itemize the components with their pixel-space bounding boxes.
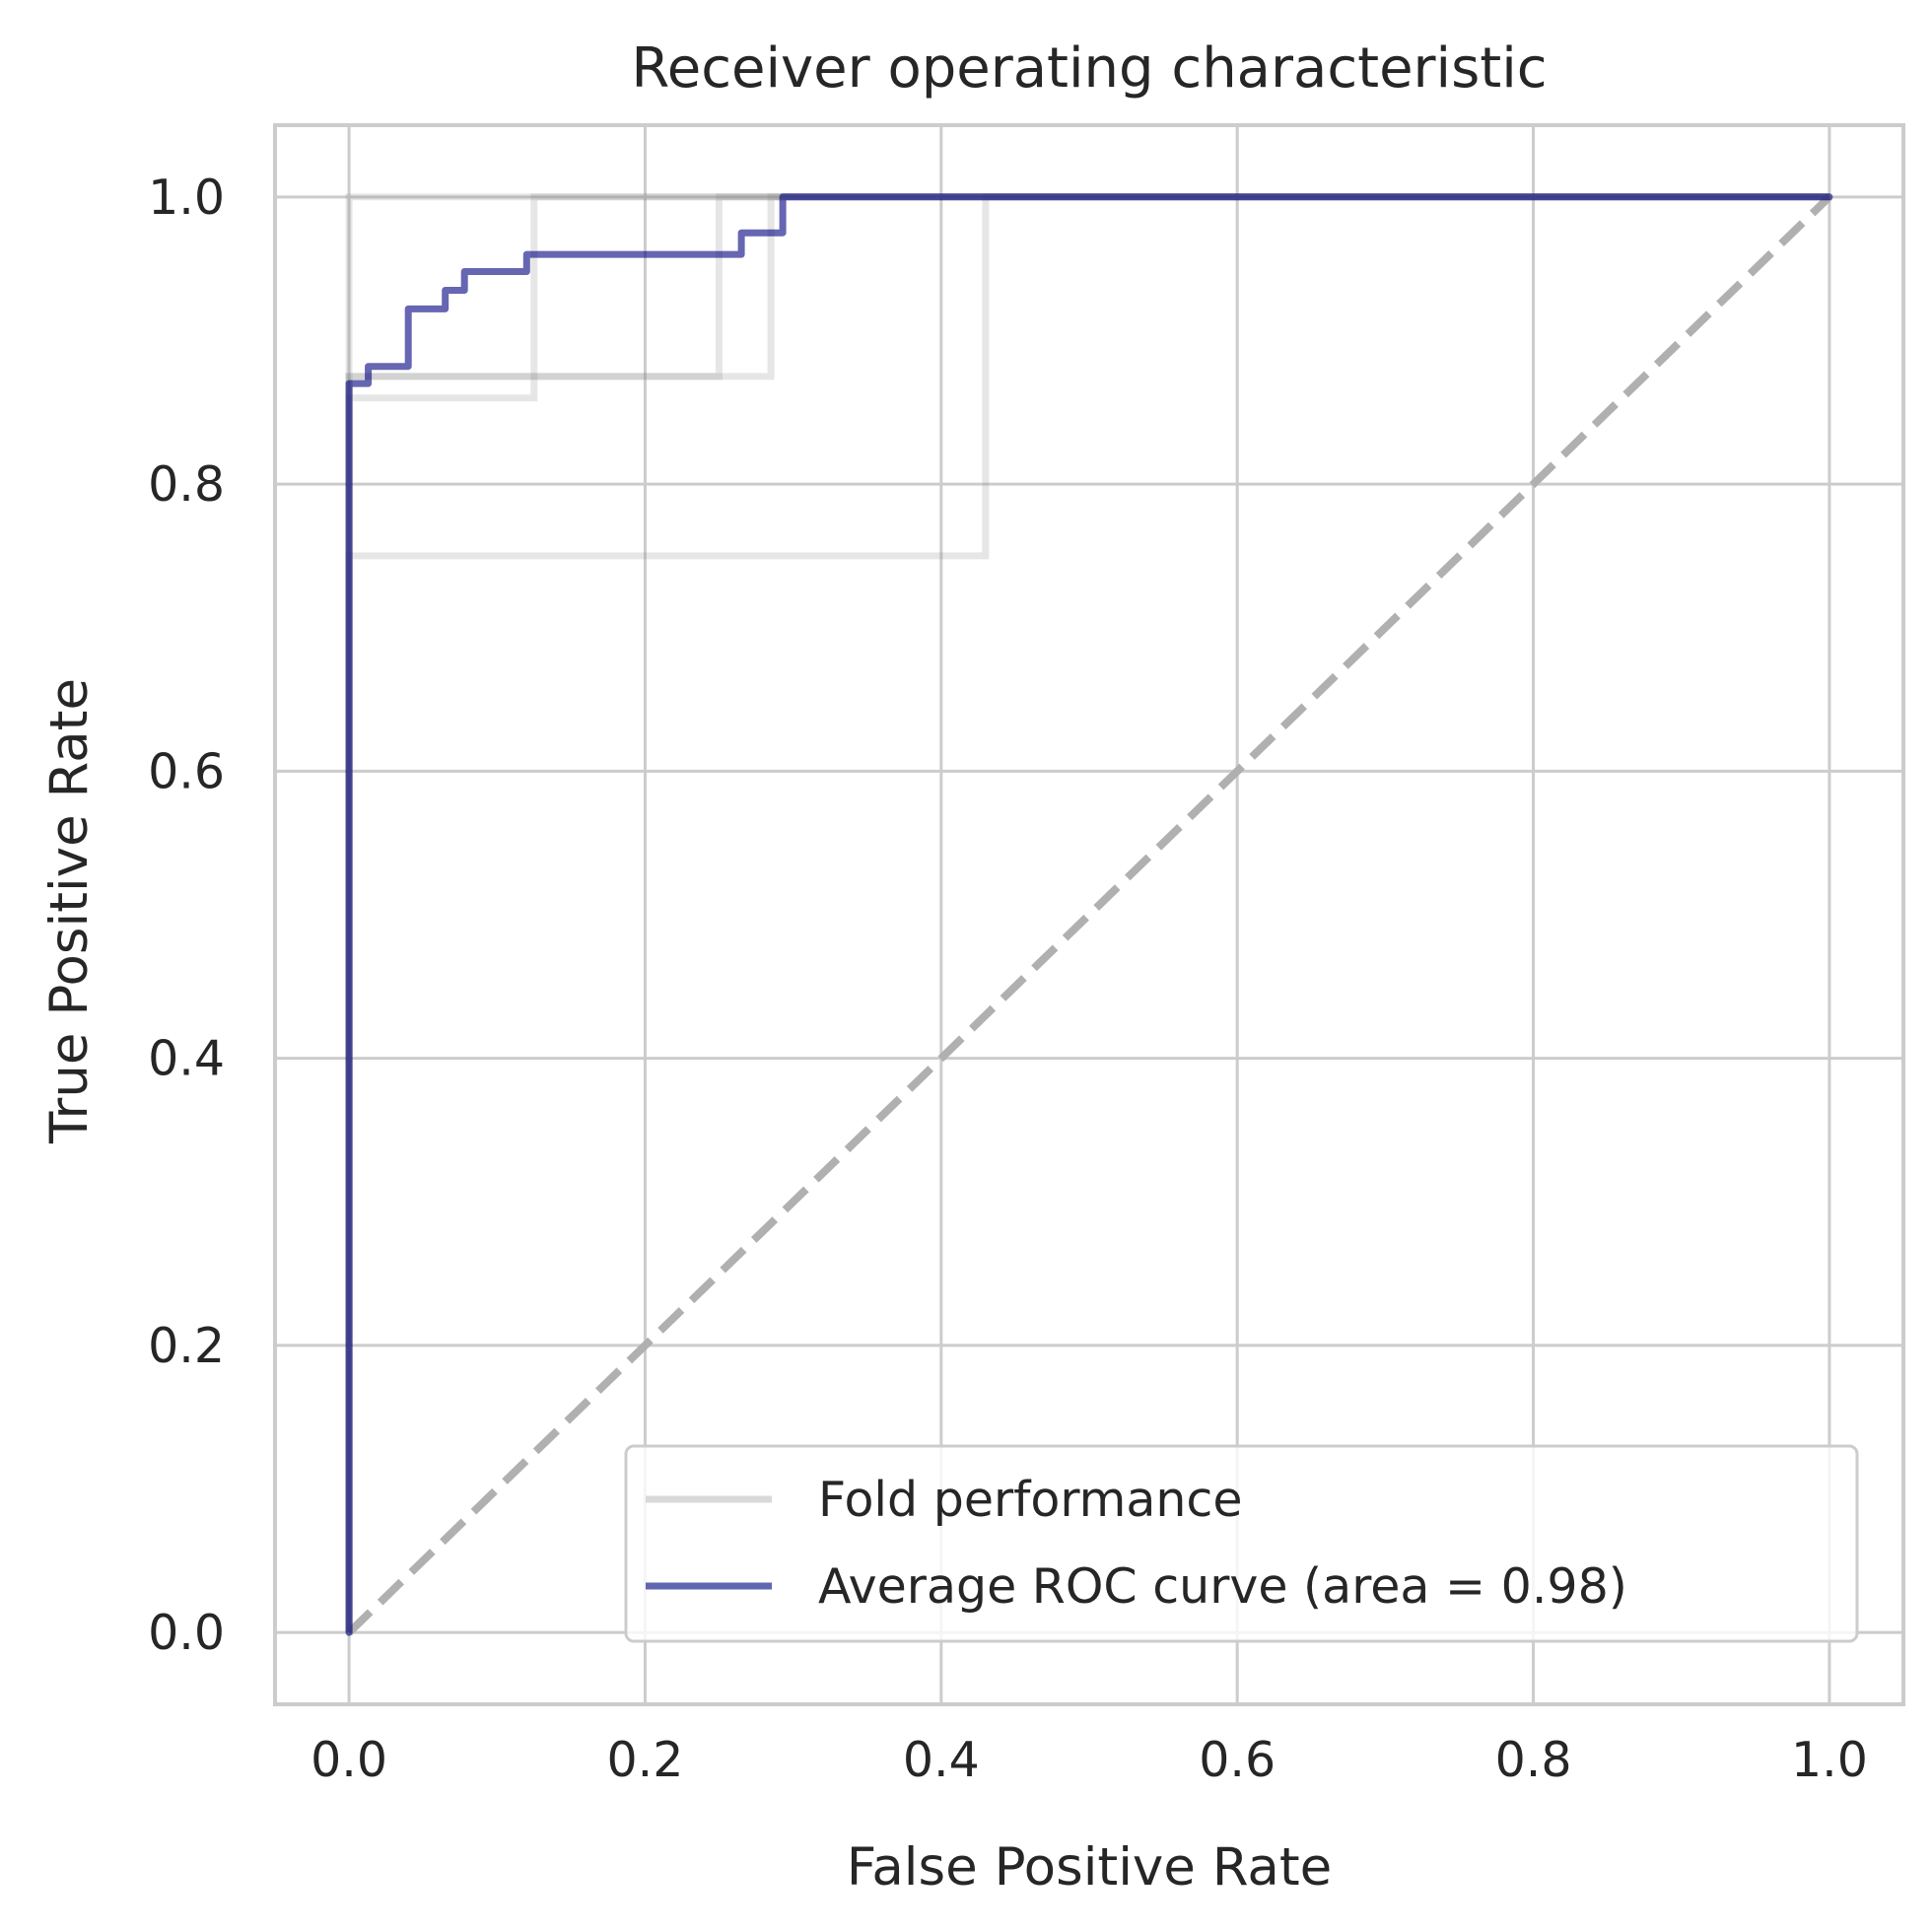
average-roc-curve — [345, 193, 1833, 1636]
x-tick-label: 1.0 — [1791, 1732, 1868, 1788]
chart-title: Receiver operating characteristic — [631, 36, 1547, 101]
y-tick-label: 1.0 — [148, 170, 225, 226]
y-axis-label: True Positive Rate — [39, 678, 100, 1144]
x-tick-label: 0.6 — [1199, 1732, 1276, 1788]
y-tick-label: 0.0 — [148, 1605, 225, 1661]
x-axis-label: False Positive Rate — [847, 1837, 1333, 1898]
y-tick-label: 0.6 — [148, 743, 225, 799]
axes-frame — [273, 123, 1905, 1706]
y-tick-label: 0.8 — [148, 456, 225, 513]
chance-diagonal-layer — [346, 193, 1832, 1636]
average-roc-layer — [345, 193, 1833, 1636]
legend-frame — [624, 1444, 1859, 1643]
legend-fold-label: Fold performance — [818, 1472, 1243, 1528]
y-tick-label: 0.2 — [148, 1318, 225, 1374]
y-tick-labels: 0.0 0.2 0.4 0.6 0.8 1.0 — [148, 170, 225, 1661]
x-tick-labels: 0.0 0.2 0.4 0.6 0.8 1.0 — [310, 1732, 1868, 1788]
axes-border — [273, 123, 1905, 1706]
x-tick-label: 0.8 — [1495, 1732, 1572, 1788]
x-tick-label: 0.4 — [903, 1732, 980, 1788]
x-tick-label: 0.0 — [310, 1732, 387, 1788]
legend: Fold performance Average ROC curve (area… — [624, 1444, 1859, 1643]
y-tick-label: 0.4 — [148, 1031, 225, 1087]
chance-diagonal-line — [346, 193, 1832, 1636]
legend-average-label: Average ROC curve (area = 0.98) — [818, 1558, 1627, 1615]
x-tick-label: 0.2 — [606, 1732, 683, 1788]
